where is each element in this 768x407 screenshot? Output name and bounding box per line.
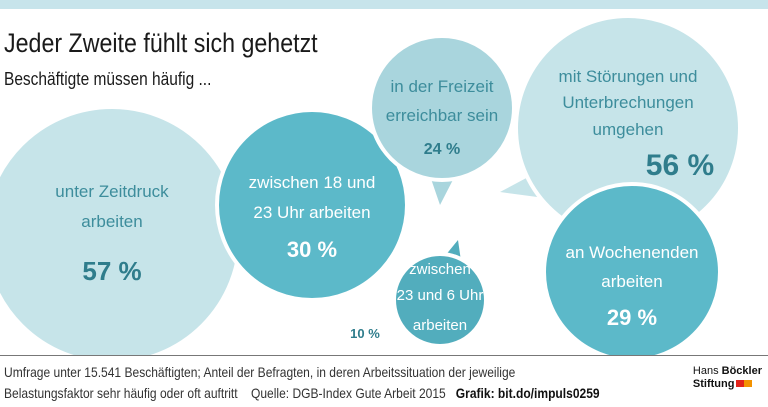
bubble-label: erreichbar sein [386,106,498,125]
bubble-label: 23 Uhr arbeiten [253,203,370,222]
bubble-circle [392,252,488,348]
bubble: zwischen 23 und 6 Uhr arbeiten 10 % [350,240,488,348]
bubble-label: an Wochenenden [566,243,699,262]
logo-text-stiftung: Stiftung [692,378,735,390]
bubble-label: arbeiten [601,272,662,291]
bubble-circle [215,108,409,302]
bubble-label: unter Zeitdruck [55,182,169,201]
bubble-label: arbeiten [413,317,467,334]
page-title: Jeder Zweite fühlt sich gehetzt [4,28,318,58]
bubble: unter Zeitdruck arbeiten 57 % [0,105,242,356]
logo-text: Hans [692,365,719,377]
page-subtitle: Beschäftigte müssen häufig ... [4,69,212,89]
bubble-label: in der Freizeit [391,77,494,96]
bubble: zwischen 18 und 23 Uhr arbeiten 30 % [215,108,409,302]
bubble-circle [0,105,242,356]
bubble-value: 29 % [607,305,657,330]
bubble-value: 24 % [424,141,460,158]
footnote-line1: Umfrage unter 15.541 Beschäftigten; Ante… [4,364,516,380]
bubble-chart: unter Zeitdruck arbeiten 57 % zwischen 18 u… [0,14,742,356]
grafik-link[interactable]: Grafik: bit.do/impuls0259 [455,385,600,401]
bubble-label: arbeiten [81,212,142,231]
bubble-label: zwischen [409,261,471,278]
bubble-label: 23 und 6 Uhr [397,287,484,304]
bubble-circle [368,34,516,182]
bubble: in der Freizeit erreichbar sein 24 % [368,34,516,205]
bubble-value: 57 % [82,256,141,286]
footnote-line2: Belastungsfaktor sehr häufig oder oft au… [4,385,600,401]
bubble-value: 30 % [287,237,337,262]
footnote-text: Belastungsfaktor sehr häufig oder oft au… [4,385,238,401]
top-bar [0,0,768,9]
logo-text-bold: Böckler [721,365,762,377]
logo-orange-square [744,380,753,387]
bubble-label: Unterbrechungen [562,93,693,112]
bubble-label: mit Störungen und [559,67,698,86]
divider [0,355,768,356]
bubble-circle [542,182,722,356]
logo: Hans Böckler Stiftung [693,365,762,391]
bubble: mit Störungen und Unterbrechungen umgehen 5… [500,14,742,242]
bubble-label: umgehen [593,120,664,139]
bubble-value: 10 % [350,326,380,341]
bubble-value: 56 % [646,149,714,182]
source: Quelle: DGB-Index Gute Arbeit 2015 [250,385,446,401]
bubble: an Wochenenden arbeiten 29 % [542,182,722,356]
bubble-label: zwischen 18 und [249,173,376,192]
logo-red-square [736,380,745,387]
